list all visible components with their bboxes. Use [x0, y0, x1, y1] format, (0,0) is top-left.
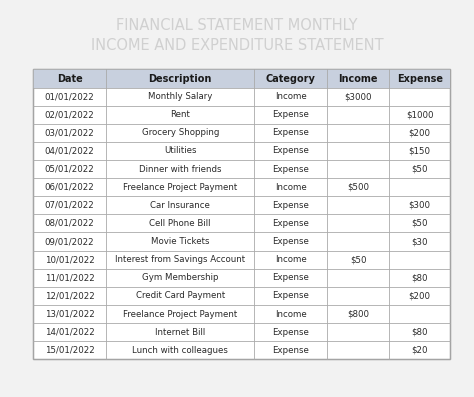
Text: $150: $150	[409, 146, 431, 156]
Text: $800: $800	[347, 310, 369, 318]
Text: Grocery Shopping: Grocery Shopping	[142, 128, 219, 137]
Text: Expense: Expense	[273, 328, 309, 337]
Text: $1000: $1000	[406, 110, 433, 119]
Text: Freelance Project Payment: Freelance Project Payment	[123, 183, 237, 192]
Text: $300: $300	[409, 201, 431, 210]
Text: Expense: Expense	[273, 165, 309, 173]
Text: Income: Income	[275, 255, 307, 264]
Text: 13/01/2022: 13/01/2022	[45, 310, 94, 318]
Text: $20: $20	[411, 346, 428, 355]
Text: 02/01/2022: 02/01/2022	[45, 110, 94, 119]
Text: $50: $50	[411, 219, 428, 228]
Text: Income: Income	[338, 73, 378, 83]
Text: Freelance Project Payment: Freelance Project Payment	[123, 310, 237, 318]
Text: Date: Date	[57, 73, 82, 83]
Text: Expense: Expense	[273, 346, 309, 355]
Text: 04/01/2022: 04/01/2022	[45, 146, 94, 156]
Text: Category: Category	[266, 73, 316, 83]
Text: Monthly Salary: Monthly Salary	[148, 92, 212, 101]
Text: Expense: Expense	[273, 291, 309, 301]
Text: Internet Bill: Internet Bill	[155, 328, 205, 337]
Text: 07/01/2022: 07/01/2022	[45, 201, 94, 210]
Text: FINANCIAL STATEMENT MONTHLY: FINANCIAL STATEMENT MONTHLY	[116, 18, 358, 33]
Text: 09/01/2022: 09/01/2022	[45, 237, 94, 246]
Text: Interest from Savings Account: Interest from Savings Account	[115, 255, 245, 264]
Text: Income: Income	[275, 92, 307, 101]
Text: 12/01/2022: 12/01/2022	[45, 291, 94, 301]
Text: Expense: Expense	[273, 237, 309, 246]
Text: Income: Income	[275, 183, 307, 192]
Text: Dinner with friends: Dinner with friends	[139, 165, 221, 173]
Text: Expense: Expense	[273, 146, 309, 156]
Text: Lunch with colleagues: Lunch with colleagues	[132, 346, 228, 355]
Text: Movie Tickets: Movie Tickets	[151, 237, 210, 246]
Text: INCOME AND EXPENDITURE STATEMENT: INCOME AND EXPENDITURE STATEMENT	[91, 38, 383, 53]
Text: $50: $50	[411, 165, 428, 173]
Text: $80: $80	[411, 273, 428, 282]
Text: 10/01/2022: 10/01/2022	[45, 255, 94, 264]
Text: Utilities: Utilities	[164, 146, 196, 156]
Text: $500: $500	[347, 183, 369, 192]
Text: Expense: Expense	[273, 110, 309, 119]
Text: Income: Income	[275, 310, 307, 318]
Text: 01/01/2022: 01/01/2022	[45, 92, 94, 101]
Text: $3000: $3000	[345, 92, 372, 101]
Text: Expense: Expense	[273, 273, 309, 282]
Text: 05/01/2022: 05/01/2022	[45, 165, 94, 173]
Text: Expense: Expense	[397, 73, 443, 83]
Text: $80: $80	[411, 328, 428, 337]
Text: Car Insurance: Car Insurance	[150, 201, 210, 210]
Text: Rent: Rent	[170, 110, 190, 119]
Text: $200: $200	[409, 291, 431, 301]
Text: Credit Card Payment: Credit Card Payment	[136, 291, 225, 301]
Text: $200: $200	[409, 128, 431, 137]
Text: 11/01/2022: 11/01/2022	[45, 273, 94, 282]
Text: 15/01/2022: 15/01/2022	[45, 346, 94, 355]
Text: 03/01/2022: 03/01/2022	[45, 128, 94, 137]
Text: Gym Membership: Gym Membership	[142, 273, 219, 282]
Text: Description: Description	[148, 73, 212, 83]
Text: Cell Phone Bill: Cell Phone Bill	[149, 219, 211, 228]
Text: 14/01/2022: 14/01/2022	[45, 328, 94, 337]
Text: Expense: Expense	[273, 128, 309, 137]
Text: Expense: Expense	[273, 219, 309, 228]
Text: 06/01/2022: 06/01/2022	[45, 183, 94, 192]
Text: Expense: Expense	[273, 201, 309, 210]
Text: 08/01/2022: 08/01/2022	[45, 219, 94, 228]
Text: $50: $50	[350, 255, 366, 264]
Text: $30: $30	[411, 237, 428, 246]
